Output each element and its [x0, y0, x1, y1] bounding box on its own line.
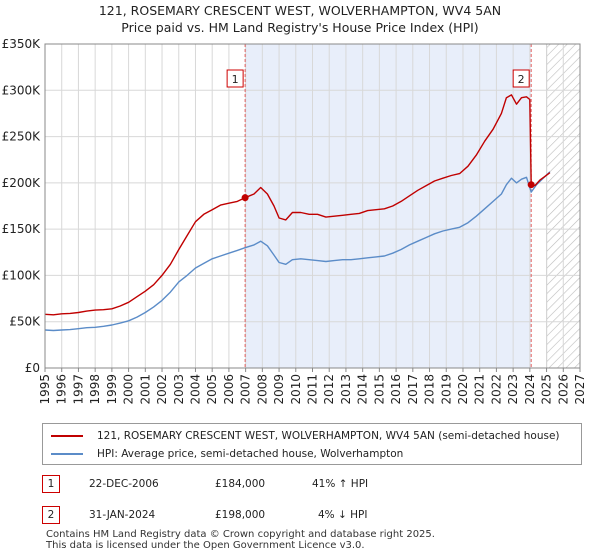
sale-hpi-diff-1: 41% ↑ HPI: [312, 478, 369, 490]
x-tick-label: 2018: [423, 374, 437, 405]
x-tick-label: 2019: [439, 374, 453, 405]
x-tick-label: 2008: [255, 374, 269, 405]
sale-badge-2: [512, 69, 530, 88]
x-tick-label: 2022: [489, 374, 503, 405]
sale-badge-label-2: 2: [518, 73, 525, 86]
legend-label-property: 121, ROSEMARY CRESCENT WEST, WOLVERHAMPT…: [97, 430, 560, 442]
x-tick-label: 2024: [523, 374, 537, 405]
sale-badge-label-1: 1: [232, 73, 239, 86]
chart-subtitle: Price paid vs. HM Land Registry's House …: [121, 20, 478, 35]
x-tick-label: 1998: [88, 374, 102, 405]
legend-item-hpi: HPI: Average price, semi-detached house,…: [51, 445, 403, 463]
y-tick-label: £200K: [2, 176, 42, 190]
x-tick-label: 2003: [172, 374, 186, 405]
footer-copyright: Contains HM Land Registry data © Crown c…: [46, 529, 435, 540]
x-tick-label: 2013: [339, 374, 353, 405]
x-tick-label: 2007: [239, 374, 253, 405]
footer: Contains HM Land Registry data © Crown c…: [46, 529, 435, 551]
x-tick-label: 2006: [222, 374, 236, 405]
legend-label-hpi: HPI: Average price, semi-detached house,…: [97, 448, 404, 460]
x-tick-label: 2023: [506, 374, 520, 405]
x-tick-label: 2014: [356, 374, 370, 405]
legend-swatch-hpi: [51, 453, 83, 455]
legend-item-property: 121, ROSEMARY CRESCENT WEST, WOLVERHAMPT…: [51, 427, 560, 445]
sale-point-1: [241, 194, 249, 202]
x-tick-label: 2027: [573, 374, 587, 405]
y-tick-label: £250K: [2, 130, 42, 144]
y-tick-label: £150K: [2, 222, 42, 236]
footer-licence: This data is licensed under the Open Gov…: [46, 540, 365, 551]
x-tick-label: 2010: [289, 374, 303, 405]
x-tick-label: 2004: [188, 374, 202, 405]
x-tick-label: 2011: [306, 374, 320, 405]
x-tick-label: 2016: [389, 374, 403, 405]
x-tick-label: 1999: [105, 374, 119, 405]
x-tick-label: 1995: [38, 374, 52, 405]
x-tick-label: 2017: [406, 374, 420, 405]
x-tick-label: 2002: [155, 374, 169, 405]
x-tick-label: 2020: [456, 374, 470, 405]
x-tick-label: 1997: [71, 374, 85, 405]
ownership-shading: [245, 44, 532, 368]
x-tick-label: 2000: [122, 374, 136, 405]
sale-price-1: £184,000: [215, 478, 266, 490]
sale-marker-label-1: 1: [42, 475, 60, 493]
sale-hpi-diff-2: 4% ↓ HPI: [318, 509, 368, 521]
x-tick-label: 2009: [272, 374, 286, 405]
x-tick-label: 2001: [138, 374, 152, 405]
sale-badge-1: [226, 69, 244, 88]
price-chart: 121, ROSEMARY CRESCENT WEST, WOLVERHAMPT…: [2, 3, 587, 405]
y-tick-label: £50K: [9, 315, 41, 329]
sale-price-2: £198,000: [215, 509, 266, 521]
property-price-line: [44, 94, 551, 316]
sale-date-1: 22-DEC-2006: [89, 478, 159, 490]
x-tick-label: 1996: [55, 374, 69, 405]
x-tick-label: 2015: [372, 374, 386, 405]
y-tick-label: £300K: [2, 83, 42, 97]
x-tick-label: 2026: [556, 374, 570, 405]
x-tick-label: 2005: [205, 374, 219, 405]
x-tick-label: 2021: [473, 374, 487, 405]
legend-swatch-property: [51, 435, 83, 437]
y-tick-label: £350K: [2, 37, 42, 51]
x-tick-label: 2012: [322, 374, 336, 405]
chart-title: 121, ROSEMARY CRESCENT WEST, WOLVERHAMPT…: [99, 3, 501, 18]
sale-marker-label-2: 2: [42, 506, 60, 524]
y-tick-label: £100K: [2, 268, 42, 282]
legend: 121, ROSEMARY CRESCENT WEST, WOLVERHAMPT…: [42, 423, 582, 465]
y-tick-label: £0: [25, 361, 40, 375]
x-tick-label: 2025: [540, 374, 554, 405]
sale-point-2: [527, 181, 535, 189]
sale-date-2: 31-JAN-2024: [89, 509, 156, 521]
hpi-line: [44, 171, 551, 332]
